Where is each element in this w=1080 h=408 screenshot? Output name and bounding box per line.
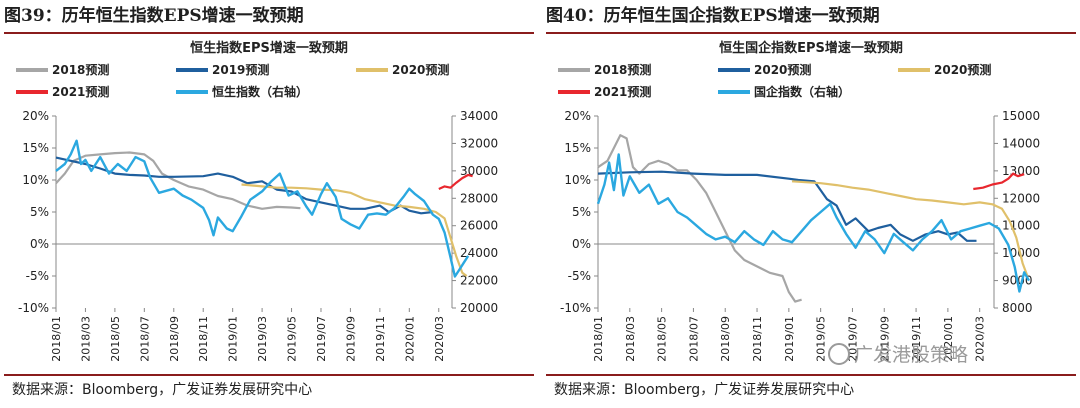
x-tick-label: 2019/07 bbox=[846, 316, 859, 362]
legend-label: 2020预测 bbox=[392, 62, 449, 77]
x-tick-label: 2018/03 bbox=[624, 316, 637, 362]
series-line bbox=[55, 156, 434, 215]
x-tick-label: 2018/01 bbox=[592, 316, 605, 362]
x-tick-label: 2020/03 bbox=[974, 316, 987, 362]
x-tick-label: 2019/01 bbox=[227, 316, 240, 362]
legend-label: 2020预测 bbox=[934, 62, 991, 77]
x-tick-label: 2018/09 bbox=[168, 316, 181, 362]
hsi-eps-chart: 恒生指数EPS增速一致预期 2018预测 2019预测 2020预测 2021预测 恒生指… bbox=[16, 40, 498, 362]
x-tick-label: 2018/01 bbox=[50, 316, 63, 362]
y-tick-label-right: 26000 bbox=[460, 219, 498, 233]
x-tick-label: 2020/01 bbox=[942, 316, 955, 362]
y-tick-label-right: 34000 bbox=[460, 109, 498, 123]
x-tick-label: 2019/07 bbox=[315, 316, 328, 362]
figure-title: 图40：历年恒生国企指数EPS增速一致预期 bbox=[546, 6, 880, 26]
watermark-text: 广发港股策略 bbox=[854, 344, 969, 366]
x-tick-label: 2019/11 bbox=[910, 316, 923, 362]
chart-title: 恒生指数EPS增速一致预期 bbox=[190, 40, 348, 56]
source-note: 数据来源：Bloomberg，广发证券发展研究中心 bbox=[12, 382, 313, 398]
y-tick-label-right: 14000 bbox=[1002, 136, 1040, 150]
x-tick-label: 2018/11 bbox=[197, 316, 210, 362]
divider bbox=[4, 374, 534, 376]
y-tick-label-left: -5% bbox=[26, 269, 49, 283]
legend-label: 2020预测 bbox=[754, 62, 811, 77]
divider bbox=[4, 32, 534, 34]
legend-label: 2021预测 bbox=[52, 84, 109, 99]
figure-40: 图40：历年恒生国企指数EPS增速一致预期 恒生国企指数EPS增速一致预期 201… bbox=[546, 0, 1076, 408]
y-tick-label-left: 20% bbox=[564, 109, 591, 123]
x-tick-label: 2019/09 bbox=[344, 316, 357, 362]
x-tick-label: 2018/03 bbox=[79, 316, 92, 362]
y-tick-label-right: 12000 bbox=[1002, 191, 1040, 205]
x-tick-label: 2019/05 bbox=[815, 316, 828, 362]
series-line bbox=[597, 134, 802, 303]
figure-title: 图39：历年恒生指数EPS增速一致预期 bbox=[4, 6, 304, 26]
x-tick-label: 2018/11 bbox=[751, 316, 764, 362]
series-line bbox=[241, 183, 468, 277]
x-tick-label: 2018/09 bbox=[719, 316, 732, 362]
y-tick-label-right: 28000 bbox=[460, 191, 498, 205]
y-tick-label-left: 15% bbox=[22, 141, 49, 155]
x-tick-label: 2018/05 bbox=[656, 316, 669, 362]
x-tick-label: 2019/01 bbox=[783, 316, 796, 362]
hscei-eps-chart: 恒生国企指数EPS增速一致预期 2018预测 2020预测 2020预测 2021预测 国… bbox=[558, 40, 1040, 362]
chart-title: 恒生国企指数EPS增速一致预期 bbox=[719, 40, 903, 56]
y-tick-label-right: 24000 bbox=[460, 246, 498, 260]
y-tick-label-right: 15000 bbox=[1002, 109, 1040, 123]
y-tick-label-right: 22000 bbox=[460, 274, 498, 288]
x-tick-label: 2020/01 bbox=[403, 316, 416, 362]
source-note: 数据来源：Bloomberg，广发证券发展研究中心 bbox=[554, 382, 855, 398]
divider bbox=[546, 32, 1076, 34]
x-tick-label: 2019/09 bbox=[878, 316, 891, 362]
divider bbox=[546, 374, 1076, 376]
x-tick-label: 2019/11 bbox=[374, 316, 387, 362]
wechat-icon bbox=[828, 343, 850, 365]
figure-39: 图39：历年恒生指数EPS增速一致预期 恒生指数EPS增速一致预期 2018预测 2… bbox=[4, 0, 534, 408]
legend-label: 2018预测 bbox=[594, 62, 651, 77]
y-tick-label-left: -10% bbox=[560, 301, 591, 315]
x-tick-label: 2019/03 bbox=[256, 316, 269, 362]
y-tick-label-left: 5% bbox=[572, 205, 591, 219]
y-tick-label-left: 10% bbox=[564, 173, 591, 187]
series-line bbox=[791, 180, 1029, 277]
watermark: 广发港股策略 bbox=[828, 340, 968, 367]
x-tick-label: 2020/03 bbox=[433, 316, 446, 362]
y-tick-label-left: 15% bbox=[564, 141, 591, 155]
series-line bbox=[438, 173, 473, 191]
y-tick-label-left: 10% bbox=[22, 173, 49, 187]
series-line bbox=[973, 172, 1025, 191]
y-tick-label-right: 20000 bbox=[460, 301, 498, 315]
x-tick-label: 2018/07 bbox=[687, 316, 700, 362]
series-line bbox=[55, 151, 301, 210]
y-tick-label-left: -10% bbox=[18, 301, 49, 315]
legend-label: 2019预测 bbox=[212, 62, 269, 77]
y-tick-label-right: 8000 bbox=[1002, 301, 1033, 315]
x-tick-label: 2019/05 bbox=[286, 316, 299, 362]
y-tick-label-left: 0% bbox=[30, 237, 49, 251]
legend-label: 恒生指数（右轴） bbox=[212, 84, 308, 99]
legend-label: 2021预测 bbox=[594, 84, 651, 99]
y-tick-label-left: -5% bbox=[568, 269, 591, 283]
y-tick-label-left: 5% bbox=[30, 205, 49, 219]
y-tick-label-left: 0% bbox=[572, 237, 591, 251]
y-tick-label-right: 11000 bbox=[1002, 219, 1040, 233]
series-line bbox=[55, 139, 470, 278]
legend-label: 国企指数（右轴） bbox=[754, 84, 850, 99]
x-tick-label: 2018/05 bbox=[109, 316, 122, 362]
x-tick-label: 2018/07 bbox=[138, 316, 151, 362]
series-line bbox=[596, 153, 1031, 293]
series-line bbox=[597, 170, 977, 242]
legend-label: 2018预测 bbox=[52, 62, 109, 77]
y-tick-label-right: 32000 bbox=[460, 136, 498, 150]
y-tick-label-left: 20% bbox=[22, 109, 49, 123]
